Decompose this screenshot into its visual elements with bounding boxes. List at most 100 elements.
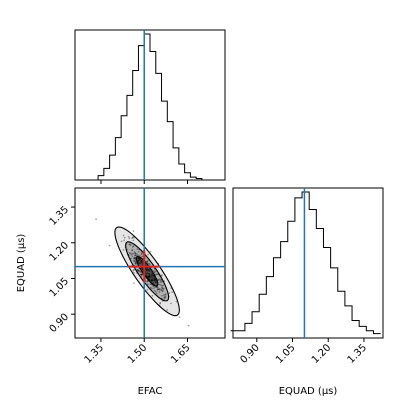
sample-point	[151, 279, 154, 282]
sample-point	[149, 250, 152, 253]
sample-point	[127, 235, 130, 238]
sample-point	[137, 260, 139, 262]
sample-point	[151, 287, 153, 290]
sample-point	[145, 269, 148, 272]
sample-point	[140, 255, 143, 258]
sample-point	[132, 268, 135, 271]
sample-point	[155, 281, 157, 283]
sample-point	[153, 279, 156, 282]
point-estimate-marker	[128, 250, 161, 283]
sample-point	[136, 253, 139, 256]
sample-point	[138, 259, 141, 261]
sample-point	[131, 249, 134, 252]
sample-point	[140, 259, 143, 262]
sample-point	[158, 288, 161, 291]
efac-hist-x-ticks	[100, 180, 188, 184]
sample-point	[156, 288, 159, 291]
sample-point	[140, 274, 143, 276]
x-tick-label: 1.05	[274, 342, 298, 366]
sample-point	[154, 270, 157, 272]
sample-point	[159, 278, 161, 280]
sample-point	[95, 218, 98, 221]
sample-point	[149, 273, 151, 276]
joint-x-ticks: 1.35 1.50 1.65	[83, 338, 193, 366]
sample-point	[147, 268, 150, 271]
sample-point	[148, 272, 151, 275]
sample-point	[129, 244, 132, 246]
sample-point	[161, 287, 164, 289]
sample-point	[123, 239, 126, 242]
sample-point	[120, 240, 123, 243]
sample-point	[133, 254, 136, 257]
sample-point	[162, 287, 165, 290]
sample-point	[160, 274, 163, 276]
sample-point	[160, 288, 163, 291]
sample-point	[155, 273, 158, 276]
sample-point	[148, 262, 151, 265]
sample-point	[153, 277, 156, 280]
joint-y-ticks: 0.90 1.05 1.20 1.35	[48, 204, 75, 335]
sample-point	[151, 272, 153, 275]
sample-point	[132, 269, 135, 272]
sample-point	[132, 230, 135, 232]
sample-point	[147, 276, 150, 279]
sample-point	[136, 248, 139, 251]
sample-point	[133, 271, 135, 274]
sample-point	[151, 277, 154, 280]
sample-point	[147, 253, 149, 256]
sample-point	[147, 272, 150, 275]
sample-point	[146, 273, 149, 275]
sample-point	[153, 271, 156, 274]
y-axis-label: EQUAD (μs)	[16, 234, 27, 293]
sample-point	[171, 291, 174, 294]
density-fill	[136, 256, 158, 287]
sample-point	[122, 249, 125, 251]
sample-point	[148, 274, 151, 276]
sample-point	[161, 284, 163, 287]
sample-point	[161, 290, 164, 293]
sample-point	[146, 280, 149, 283]
sample-point	[141, 263, 143, 266]
sample-point	[140, 260, 143, 263]
sample-point	[137, 269, 140, 272]
x-tick-label: 1.50	[126, 342, 150, 366]
sample-point	[154, 281, 157, 284]
sample-point	[152, 281, 155, 284]
sample-point	[153, 278, 156, 281]
sample-point	[134, 256, 137, 259]
sample-point	[148, 275, 151, 278]
sample-point	[146, 275, 149, 278]
sample-point	[159, 284, 162, 286]
sample-point	[149, 283, 152, 286]
sample-point	[137, 259, 140, 262]
sample-point	[134, 252, 137, 255]
equad-marginal-panel: 0.90 1.05 1.20 1.35 EQUAD (μs)	[230, 187, 384, 397]
sample-point	[132, 259, 135, 262]
sample-point	[156, 286, 159, 289]
sample-point	[150, 280, 153, 283]
sample-point	[131, 236, 134, 239]
sample-point	[131, 237, 134, 239]
sample-point	[153, 287, 155, 289]
sample-point	[139, 271, 142, 273]
joint-panel: 1.35 1.50 1.65 0.90 1.05 1.20 1.35 EFAC EQUAD…	[16, 187, 226, 397]
sample-point	[170, 302, 172, 305]
sample-point	[131, 252, 134, 255]
sample-point	[153, 279, 156, 282]
sample-point	[155, 281, 158, 284]
sample-point	[147, 276, 150, 279]
sample-point	[140, 260, 142, 263]
y-tick-label: 1.20	[48, 240, 72, 264]
sample-point	[122, 234, 125, 237]
sample-point	[145, 272, 148, 275]
sample-point	[146, 275, 148, 278]
sample-point	[137, 250, 140, 253]
sample-point	[148, 276, 151, 279]
sample-point	[159, 279, 162, 282]
equad-hist-x-ticks: 0.90 1.05 1.20 1.35	[238, 338, 369, 366]
sample-point	[152, 279, 155, 282]
sample-point	[133, 236, 135, 239]
sample-point	[166, 309, 169, 311]
sample-point	[135, 254, 138, 257]
sample-point	[140, 267, 143, 270]
